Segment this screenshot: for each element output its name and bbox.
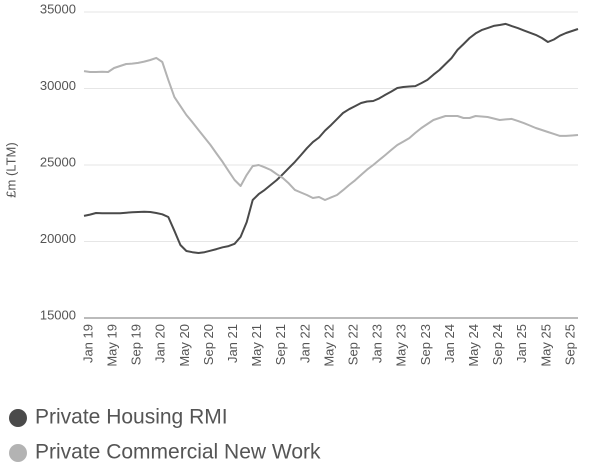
x-tick-label: May 19 <box>105 324 120 367</box>
x-tick-label: May 21 <box>249 324 264 367</box>
x-tick-label: Sep 19 <box>129 324 144 365</box>
x-tick-label: May 23 <box>394 324 409 367</box>
x-tick-label: Sep 24 <box>490 324 505 365</box>
y-tick-label: 35000 <box>40 1 76 16</box>
x-tick-label: May 25 <box>538 324 553 367</box>
y-tick-label: 30000 <box>40 78 76 93</box>
x-tick-label: Sep 22 <box>346 324 361 365</box>
y-axis-label: £m (LTM) <box>3 142 18 197</box>
x-tick-label: Sep 21 <box>273 324 288 365</box>
y-tick-label: 15000 <box>40 307 76 322</box>
legend-label: Private Commercial New Work <box>35 441 321 464</box>
y-tick-label: 25000 <box>40 154 76 169</box>
x-tick-label: Sep 23 <box>418 324 433 365</box>
x-tick-label: May 24 <box>466 324 481 367</box>
x-tick-label: Jan 25 <box>514 324 529 363</box>
x-tick-label: May 22 <box>321 324 336 367</box>
legend-swatch <box>9 444 27 462</box>
x-tick-label: Jan 19 <box>80 324 95 363</box>
x-tick-label: Jan 22 <box>297 324 312 363</box>
y-tick-label: 20000 <box>40 231 76 246</box>
x-tick-label: Jan 21 <box>225 324 240 363</box>
x-tick-label: May 20 <box>177 324 192 367</box>
series-line <box>83 22 579 254</box>
x-tick-label: Jan 23 <box>370 324 385 363</box>
x-tick-label: Jan 24 <box>442 324 457 363</box>
series-line <box>83 56 579 201</box>
legend-label: Private Housing RMI <box>35 406 228 429</box>
x-tick-label: Sep 20 <box>201 324 216 365</box>
legend-swatch <box>9 409 27 427</box>
x-tick-label: Jan 20 <box>153 324 168 363</box>
x-tick-label: Sep 25 <box>562 324 577 365</box>
